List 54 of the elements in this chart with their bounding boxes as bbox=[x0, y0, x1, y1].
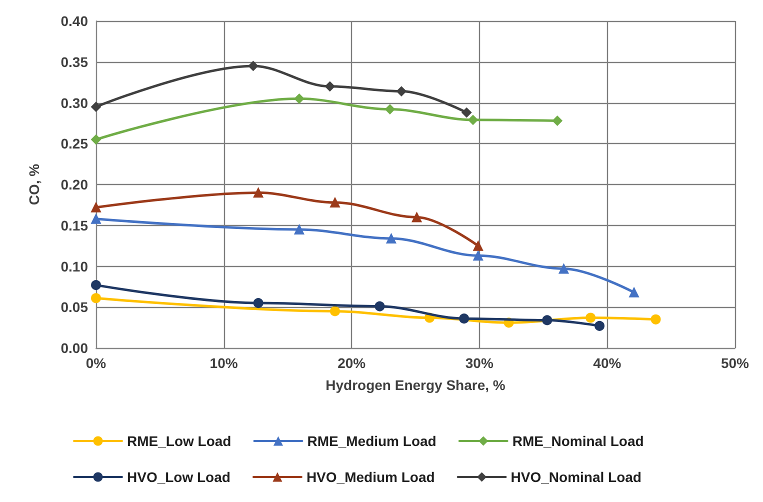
y-tick-label: 0.15 bbox=[60, 217, 88, 234]
x-tick-label: 40% bbox=[593, 355, 622, 371]
y-tick-label: 0.40 bbox=[60, 13, 88, 29]
point bbox=[91, 202, 101, 212]
point bbox=[473, 250, 484, 261]
point bbox=[91, 134, 101, 145]
point bbox=[253, 188, 264, 198]
point bbox=[412, 212, 422, 222]
point bbox=[294, 224, 304, 234]
x-tick-label: 20% bbox=[338, 355, 366, 371]
y-tick-label: 0.30 bbox=[60, 94, 88, 111]
x-tick-label: 50% bbox=[720, 355, 750, 371]
point bbox=[91, 293, 101, 304]
point bbox=[586, 312, 596, 323]
point bbox=[386, 233, 396, 244]
x-tick-label: 30% bbox=[465, 355, 494, 371]
y-tick-label: 0.05 bbox=[60, 299, 88, 316]
y-tick-label: 0.20 bbox=[60, 176, 88, 192]
x-tick-label: 10% bbox=[210, 355, 238, 371]
y-tick-label: 0.35 bbox=[60, 54, 88, 70]
point bbox=[91, 214, 101, 224]
point bbox=[552, 116, 562, 126]
point bbox=[91, 280, 101, 290]
point bbox=[462, 108, 472, 118]
legend-label: RME_Medium Load bbox=[307, 433, 436, 449]
y-tick-label: 0.10 bbox=[60, 258, 88, 274]
point bbox=[330, 306, 340, 316]
y-axis-title: CO, % bbox=[26, 163, 42, 206]
x-tick-label: 0% bbox=[86, 355, 107, 371]
legend-label: HVO_Nominal Load bbox=[510, 469, 642, 485]
point bbox=[459, 314, 470, 324]
legend-label: RME_Low Load bbox=[127, 433, 232, 449]
point bbox=[324, 81, 335, 92]
point bbox=[650, 314, 661, 324]
point bbox=[594, 320, 605, 331]
point bbox=[558, 264, 569, 274]
point bbox=[468, 114, 478, 125]
legend-label: RME_Nominal Load bbox=[512, 433, 644, 449]
point bbox=[248, 60, 258, 71]
point bbox=[473, 240, 484, 251]
point bbox=[253, 298, 264, 308]
point bbox=[384, 104, 395, 114]
point bbox=[629, 287, 640, 298]
point bbox=[91, 102, 101, 112]
y-tick-label: 0.00 bbox=[60, 340, 88, 356]
legend-label: HVO_Medium Load bbox=[306, 469, 435, 485]
legend-label: HVO_Low Load bbox=[127, 469, 230, 485]
point bbox=[542, 315, 552, 326]
point bbox=[330, 197, 340, 208]
y-tick-label: 0.25 bbox=[60, 136, 88, 152]
point bbox=[396, 86, 406, 96]
point bbox=[294, 94, 304, 104]
point bbox=[374, 301, 385, 312]
x-axis-title: Hydrogen Energy Share, % bbox=[326, 377, 506, 393]
